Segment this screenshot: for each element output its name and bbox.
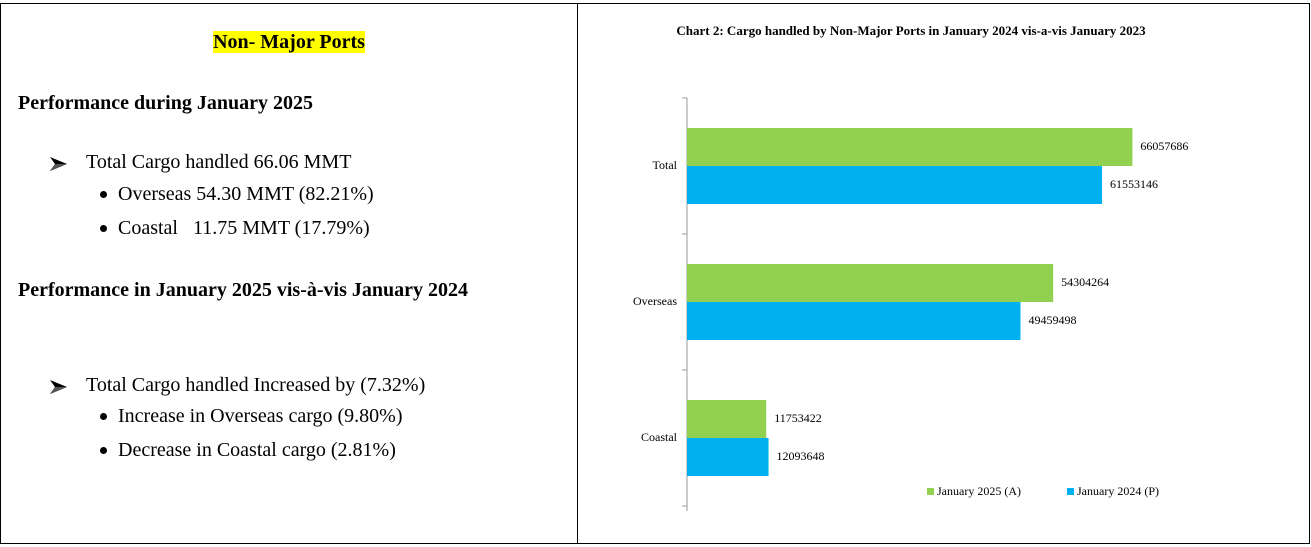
section-title: Performance in January 2025 vis-à-vis Ja… bbox=[18, 279, 468, 301]
bullet bbox=[100, 191, 107, 198]
chart: Chart 2: Cargo handled by Non-Major Port… bbox=[633, 23, 1188, 511]
sub-point: Increase in Overseas cargo (9.80%) bbox=[118, 405, 403, 427]
legend-label: January 2025 (A) bbox=[937, 484, 1021, 498]
heading: Non- Major Ports bbox=[1, 31, 577, 54]
data-label: 61553146 bbox=[1110, 177, 1158, 191]
bullet bbox=[100, 225, 107, 232]
data-label: 49459498 bbox=[1028, 313, 1076, 327]
legend-swatch bbox=[1067, 488, 1074, 495]
arrow-bullet bbox=[50, 157, 67, 171]
legend-label: January 2024 (P) bbox=[1077, 484, 1159, 498]
bar bbox=[687, 264, 1054, 302]
sub-point: Coastal 11.75 MMT (17.79%) bbox=[118, 217, 370, 239]
bar bbox=[687, 302, 1021, 340]
main-point: Total Cargo handled 66.06 MMT bbox=[86, 151, 352, 173]
bar bbox=[687, 128, 1133, 166]
sub-point: Overseas 54.30 MMT (82.21%) bbox=[118, 183, 374, 205]
bar bbox=[687, 438, 769, 476]
y-tick-label: Total bbox=[653, 158, 678, 172]
section-title: Performance during January 2025 bbox=[18, 92, 313, 114]
data-label: 66057686 bbox=[1140, 139, 1188, 153]
sub-point: Decrease in Coastal cargo (2.81%) bbox=[118, 439, 396, 461]
chart-title: Chart 2: Cargo handled by Non-Major Port… bbox=[676, 23, 1146, 38]
y-tick-label: Overseas bbox=[633, 294, 677, 308]
bullet bbox=[100, 447, 107, 454]
bullet bbox=[100, 413, 107, 420]
data-label: 12093648 bbox=[777, 449, 825, 463]
heading-text: Non- Major Ports bbox=[213, 31, 365, 53]
text-panel: Non- Major Ports Performance during Janu… bbox=[1, 4, 578, 543]
y-tick-label: Coastal bbox=[641, 430, 678, 444]
data-label: 11753422 bbox=[774, 411, 822, 425]
arrow-bullet bbox=[50, 380, 67, 394]
page: Non- Major Ports Performance during Janu… bbox=[0, 3, 1310, 544]
bar bbox=[687, 400, 767, 438]
bar bbox=[687, 166, 1103, 204]
main-point: Total Cargo handled Increased by (7.32%) bbox=[86, 374, 426, 396]
legend-swatch bbox=[927, 488, 934, 495]
data-label: 54304264 bbox=[1061, 275, 1109, 289]
